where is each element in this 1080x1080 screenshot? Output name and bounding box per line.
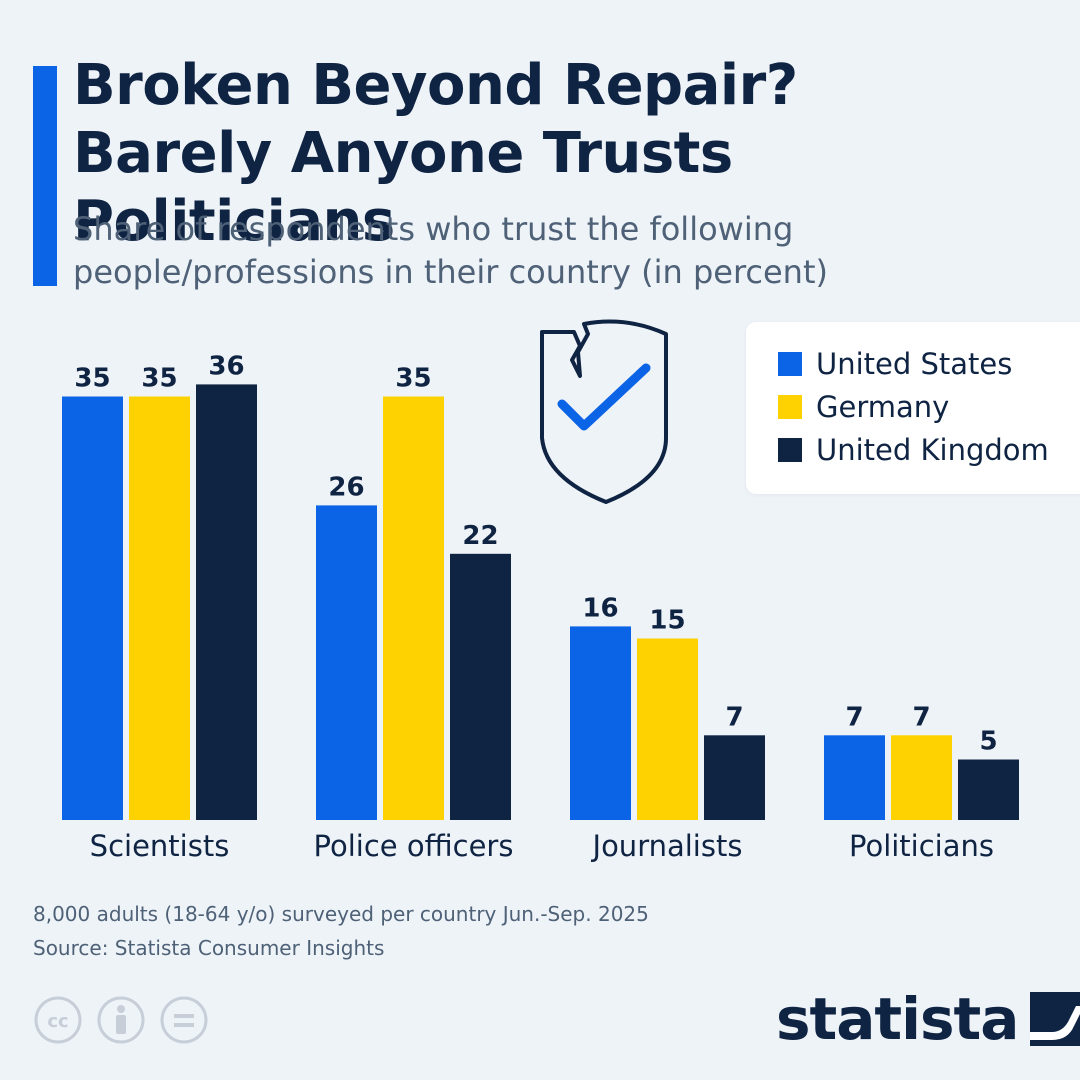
bar-journalists-united-kingdom (704, 735, 765, 820)
chart-subtitle: Share of respondents who trust the follo… (73, 208, 973, 294)
value-label-scientists-united-states: 35 (74, 364, 110, 394)
bar-politicians-germany (891, 735, 952, 820)
bar-scientists-united-states (62, 396, 123, 820)
value-label-journalists-united-states: 16 (582, 593, 618, 623)
subtitle-line-1: Share of respondents who trust the follo… (73, 210, 794, 248)
legend-label-germany: Germany (816, 390, 950, 424)
title-line-2: Barely Anyone Trusts Politicians (73, 121, 733, 254)
bar-police-officers-germany (383, 396, 444, 820)
title-accent-bar (33, 66, 57, 286)
value-label-scientists-germany: 35 (141, 364, 177, 394)
category-label-journalists: Journalists (591, 829, 743, 863)
survey-note: 8,000 adults (18-64 y/o) surveyed per co… (33, 902, 649, 926)
nd-icon[interactable] (159, 995, 209, 1045)
category-label-scientists: Scientists (90, 829, 230, 863)
value-label-politicians-united-kingdom: 5 (979, 727, 997, 757)
legend-label-united-states: United States (816, 347, 1013, 381)
chart-title: Broken Beyond Repair? Barely Anyone Trus… (73, 52, 1063, 256)
bar-police-officers-united-kingdom (450, 553, 511, 820)
legend-swatch-united-states (778, 352, 802, 376)
bar-journalists-united-states (570, 626, 631, 820)
value-label-politicians-united-states: 7 (845, 702, 863, 732)
source-note: Source: Statista Consumer Insights (33, 936, 385, 960)
bar-scientists-germany (129, 396, 190, 820)
legend-swatch-united-kingdom (778, 438, 802, 462)
subtitle-line-2: people/professions in their country (in … (73, 253, 828, 291)
legend-label-united-kingdom: United Kingdom (816, 433, 1049, 467)
bar-journalists-germany (637, 638, 698, 820)
statista-wordmark: statista (776, 985, 1019, 1053)
by-icon[interactable] (96, 995, 146, 1045)
value-label-scientists-united-kingdom: 36 (208, 351, 244, 381)
value-label-police-officers-united-states: 26 (328, 472, 364, 502)
value-label-journalists-united-kingdom: 7 (725, 702, 743, 732)
bar-police-officers-united-states (316, 505, 377, 820)
license-icons: cc (33, 995, 222, 1045)
legend-item-united-states: United States (778, 344, 1012, 384)
legend-item-united-kingdom: United Kingdom (778, 430, 1049, 470)
value-label-police-officers-germany: 35 (395, 364, 431, 394)
value-label-journalists-germany: 15 (649, 606, 685, 636)
broken-shield-check-icon (540, 319, 668, 504)
value-label-politicians-germany: 7 (912, 702, 930, 732)
bar-politicians-united-states (824, 735, 885, 820)
bar-politicians-united-kingdom (958, 759, 1019, 820)
legend-swatch-germany (778, 395, 802, 419)
svg-text:cc: cc (47, 1011, 68, 1032)
bar-scientists-united-kingdom (196, 384, 257, 820)
title-line-1: Broken Beyond Repair? (73, 53, 798, 118)
value-label-police-officers-united-kingdom: 22 (462, 521, 498, 551)
chart-legend: United States Germany United Kingdom (746, 322, 1080, 494)
statista-logo-mark-icon (1030, 992, 1080, 1046)
category-label-politicians: Politicians (849, 829, 994, 863)
bar-chart: 35 35 36 Scientists 26 35 22 Police officers 16 1… (62, 351, 1019, 863)
cc-icon[interactable]: cc (33, 995, 83, 1045)
legend-item-germany: Germany (778, 387, 949, 427)
statista-logo[interactable]: statista (776, 986, 1080, 1052)
category-label-police-officers: Police officers (314, 829, 514, 863)
